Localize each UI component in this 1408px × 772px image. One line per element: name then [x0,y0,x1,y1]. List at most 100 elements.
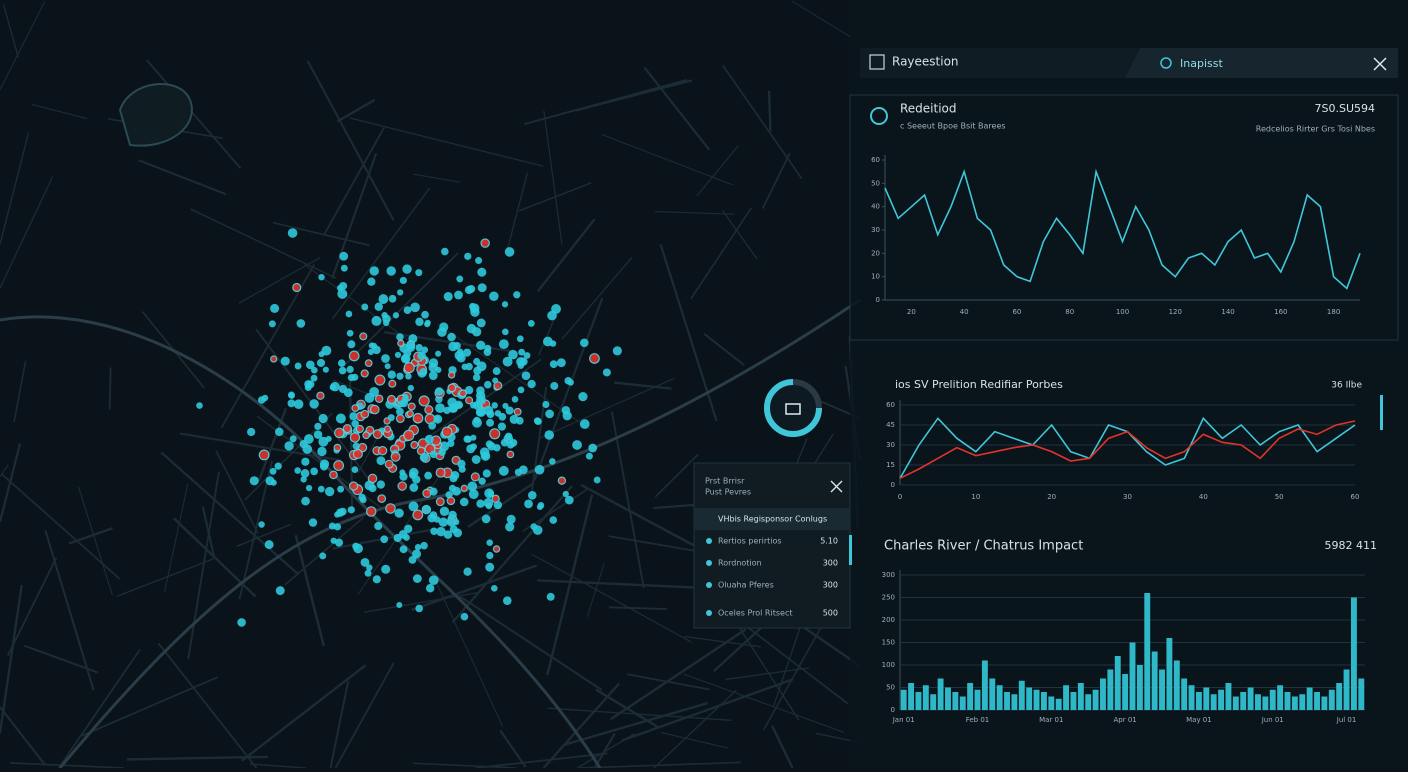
map-dot [249,476,259,486]
map-dot [348,350,360,362]
map-dot [330,537,337,544]
map-dot [346,365,354,373]
x-tick-label: 40 [1199,493,1208,501]
map-dot [351,466,359,473]
bar [1114,656,1121,710]
map-dot [372,575,381,584]
bar [1077,683,1084,710]
bar [1151,651,1158,710]
map-dot [438,448,446,456]
map-dot [527,319,535,327]
map-dot [280,356,290,366]
map-dot [351,404,360,413]
map-road [272,221,370,247]
map-dot [460,484,468,492]
x-tick-label: 60 [1351,493,1360,501]
map-dot [288,392,295,399]
map-dot [493,444,501,452]
map-dot [486,418,495,427]
map-dot [435,497,445,507]
map-dot [527,490,537,500]
map-dot [359,496,367,504]
map-dot [470,434,477,441]
map-road [331,187,431,320]
map-dot [345,310,353,318]
map-road [329,681,350,769]
bar [1291,696,1298,710]
map-dot [422,505,432,514]
map-dot [580,338,589,348]
map-dot [463,567,472,576]
map-dot [305,484,313,492]
map-dot [435,350,442,357]
map-dot [359,332,368,341]
map-dot [310,374,318,382]
map-road [349,117,544,167]
map-road [0,706,47,766]
chart-annotation: 36 Ilbe [1331,381,1362,391]
map-dot [300,476,307,483]
bar [1122,674,1129,710]
bar [930,694,937,710]
map-dot [381,564,391,574]
map-dot [317,446,327,457]
map-road [767,90,772,132]
map-road [78,486,113,596]
map-road [13,360,27,423]
bar [1255,694,1261,710]
side-close[interactable] [830,480,843,493]
x-tick-label: 10 [971,493,980,501]
accent [1380,395,1383,430]
map-dot [469,303,480,314]
bar [1070,692,1077,710]
map-dot [470,472,480,482]
map-dot [309,399,319,409]
map-road [238,257,321,304]
map-road [561,256,633,340]
x-tick-label: 140 [1221,308,1234,316]
map-dot [382,314,391,324]
header-tab[interactable]: Inapisst [1180,57,1223,70]
map-dot [437,327,447,337]
map-dot [486,539,493,546]
map-dot [542,400,550,409]
map-dot [329,384,337,391]
map-highway [0,315,602,769]
tab-bg[interactable] [1125,48,1398,78]
map-dot [349,432,361,443]
map-dot [300,469,310,478]
bar [1277,685,1284,710]
map-dot [376,456,386,466]
bar [1232,696,1239,710]
map-dot [487,490,495,497]
map-dot [447,439,455,448]
map-road [743,624,849,705]
map-dot [301,457,310,466]
map-road [383,331,514,353]
x-tick-label: 60 [1012,308,1021,316]
bar [1350,597,1357,710]
map-dot [387,414,395,422]
map-road [683,673,845,733]
map-dot [419,367,428,376]
map-dot [459,497,469,507]
y-tick-label: 0 [891,481,895,489]
map-dot [287,399,296,408]
map-dot [397,339,405,347]
map-road [722,210,758,260]
map-road [238,460,273,600]
map-dot [464,252,472,260]
map-dot [314,422,322,431]
map-dot [407,402,416,411]
bar [1203,687,1210,710]
map-dot [367,473,378,484]
close-button[interactable] [1373,57,1387,71]
map-road [343,252,459,367]
chart-annotation: 7S0.SU594 [1314,102,1375,115]
map-dot [549,340,557,347]
x-tick-label: Jun 01 [1261,716,1284,724]
map-dot [412,412,424,424]
x-tick-label: 20 [1047,493,1056,501]
map-dot [399,276,407,285]
map-dot [480,451,491,461]
